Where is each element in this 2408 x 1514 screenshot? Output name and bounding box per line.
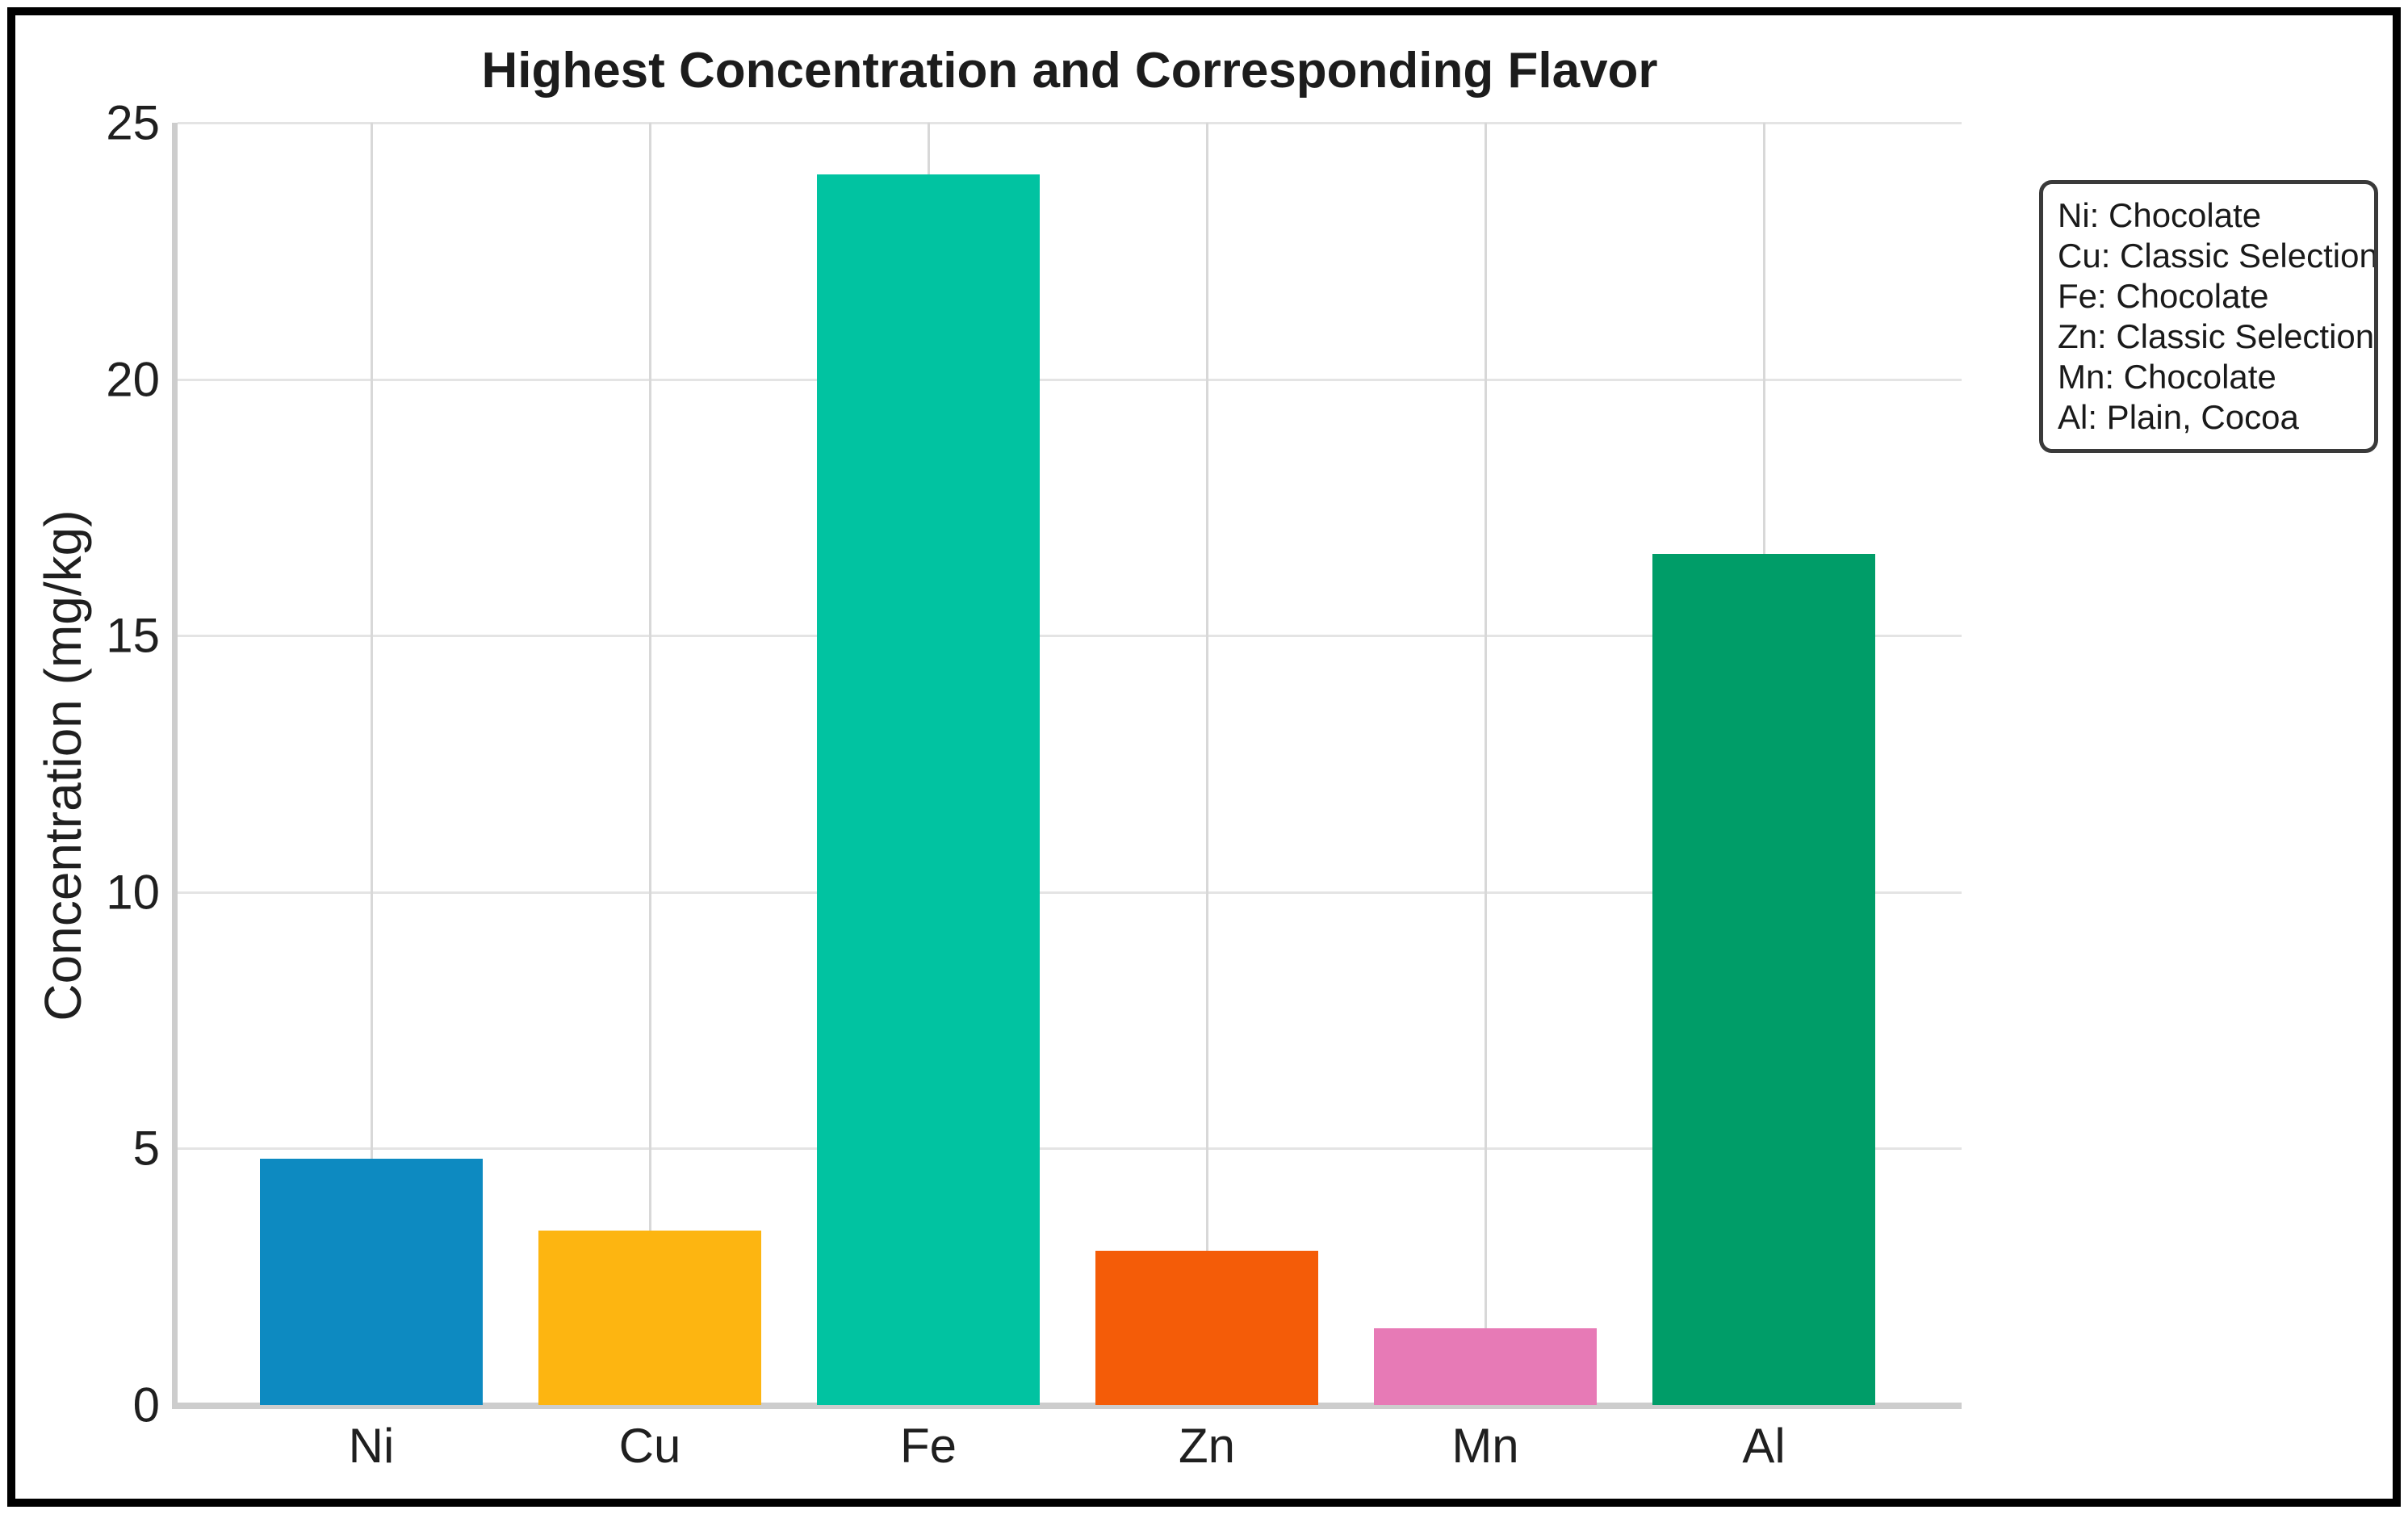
legend-item: Mn: Chocolate — [2058, 358, 2276, 396]
legend-box: Ni: Chocolate Cu: Classic Selection Fe: … — [2039, 180, 2378, 453]
legend-item: Cu: Classic Selection — [2058, 237, 2378, 275]
chart-title: Highest Concentration and Corresponding … — [481, 43, 1658, 99]
y-tick-label: 25 — [106, 95, 160, 150]
x-tick-label-ni: Ni — [348, 1419, 395, 1473]
bar-zn — [1095, 1251, 1318, 1405]
x-tick-label-al: Al — [1742, 1419, 1786, 1473]
y-tick-label: 0 — [132, 1378, 160, 1432]
vertical-gridline — [1206, 123, 1208, 1405]
x-tick-label-cu: Cu — [618, 1419, 681, 1473]
bar-fe — [817, 174, 1040, 1405]
bar-mn — [1374, 1327, 1597, 1405]
y-tick-label: 10 — [106, 865, 160, 920]
y-tick-label: 5 — [132, 1121, 160, 1176]
x-tick-label-fe: Fe — [899, 1419, 957, 1473]
horizontal-gridline — [178, 635, 1962, 638]
x-tick-label-mn: Mn — [1451, 1419, 1519, 1473]
y-tick-label: 15 — [106, 608, 160, 663]
bar-cu — [538, 1231, 761, 1405]
horizontal-gridline — [178, 122, 1962, 124]
x-axis-line — [172, 1403, 1962, 1409]
legend-item: Al: Plain, Cocoa — [2058, 398, 2299, 436]
legend-item: Ni: Chocolate — [2058, 196, 2262, 234]
horizontal-gridline — [178, 378, 1962, 381]
vertical-gridline — [1485, 123, 1487, 1405]
vertical-gridline — [649, 123, 651, 1405]
y-axis-line — [172, 123, 178, 1409]
x-tick-label-zn: Zn — [1178, 1419, 1236, 1473]
horizontal-gridline — [178, 1147, 1962, 1151]
bar-ni — [260, 1159, 483, 1405]
y-tick-label: 20 — [106, 352, 160, 407]
legend-item: Zn: Classic Selection — [2058, 317, 2375, 355]
vertical-gridline — [371, 123, 373, 1405]
legend-item: Fe: Chocolate — [2058, 277, 2269, 315]
horizontal-gridline — [178, 891, 1962, 894]
bar-al — [1652, 553, 1875, 1405]
